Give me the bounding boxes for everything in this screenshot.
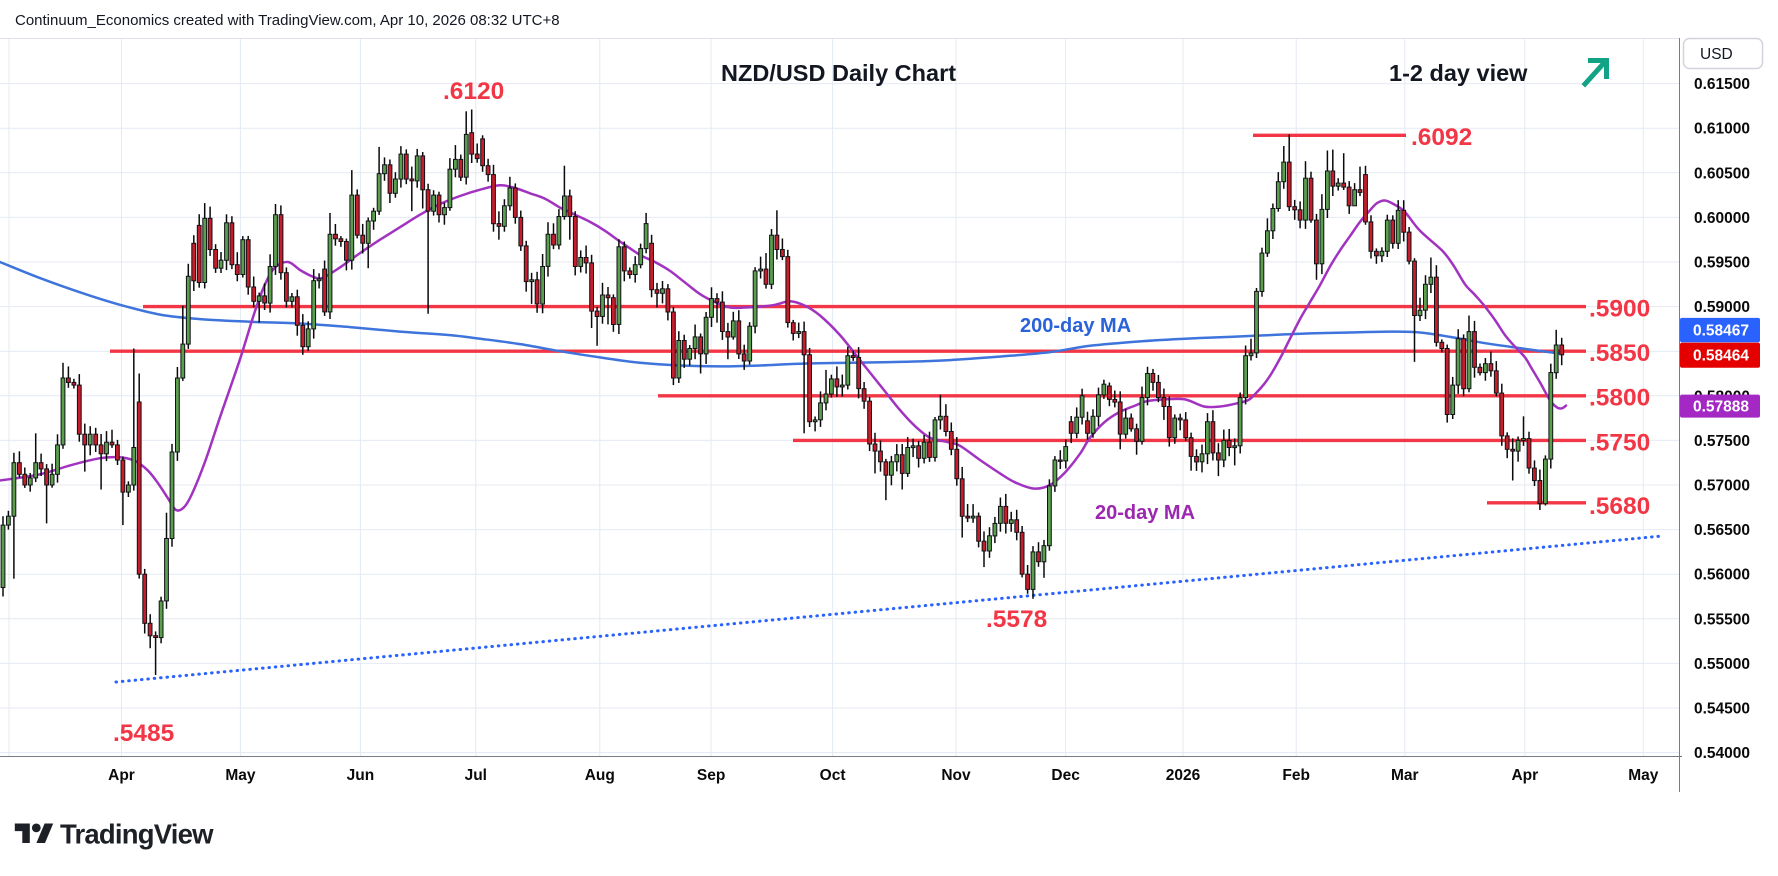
svg-text:0.61000: 0.61000 (1694, 121, 1750, 138)
svg-text:0.59000: 0.59000 (1694, 299, 1750, 316)
svg-text:May: May (225, 767, 256, 784)
svg-text:.5680: .5680 (1589, 493, 1650, 520)
svg-text:0.57000: 0.57000 (1694, 478, 1750, 495)
svg-text:Oct: Oct (820, 767, 846, 784)
svg-text:Nov: Nov (941, 767, 971, 784)
svg-text:Apr: Apr (1511, 767, 1538, 784)
svg-text:TradingView: TradingView (60, 819, 214, 850)
svg-text:2026: 2026 (1166, 767, 1201, 784)
svg-text:.5578: .5578 (986, 606, 1047, 633)
svg-text:.5850: .5850 (1589, 340, 1650, 367)
svg-text:USD: USD (1700, 46, 1733, 63)
svg-text:0.61500: 0.61500 (1694, 76, 1750, 93)
svg-text:May: May (1628, 767, 1659, 784)
svg-text:0.58464: 0.58464 (1693, 348, 1749, 365)
svg-text:.5900: .5900 (1589, 296, 1650, 323)
svg-text:0.56500: 0.56500 (1694, 522, 1750, 539)
svg-text:0.54500: 0.54500 (1694, 701, 1750, 718)
svg-text:0.60000: 0.60000 (1694, 210, 1750, 227)
svg-text:0.55500: 0.55500 (1694, 611, 1750, 628)
svg-text:0.54000: 0.54000 (1694, 745, 1750, 762)
svg-text:.5485: .5485 (113, 720, 174, 747)
svg-text:0.57500: 0.57500 (1694, 433, 1750, 450)
svg-text:Dec: Dec (1051, 767, 1080, 784)
svg-text:Continuum_Economics created wi: Continuum_Economics created with Trading… (15, 12, 560, 29)
svg-text:NZD/USD Daily Chart: NZD/USD Daily Chart (721, 60, 956, 86)
svg-text:0.60500: 0.60500 (1694, 165, 1750, 182)
svg-text:.5800: .5800 (1589, 385, 1650, 412)
svg-text:0.57888: 0.57888 (1693, 399, 1749, 416)
svg-text:20-day MA: 20-day MA (1095, 502, 1195, 524)
svg-text:Jun: Jun (347, 767, 375, 784)
svg-text:1-2 day view: 1-2 day view (1389, 60, 1528, 86)
svg-text:Aug: Aug (585, 767, 615, 784)
svg-text:200-day MA: 200-day MA (1020, 315, 1131, 337)
svg-text:.6120: .6120 (443, 78, 504, 105)
svg-text:Mar: Mar (1391, 767, 1419, 784)
svg-text:Jul: Jul (465, 767, 487, 784)
svg-text:.6092: .6092 (1411, 124, 1472, 151)
svg-text:0.56000: 0.56000 (1694, 567, 1750, 584)
svg-text:0.55000: 0.55000 (1694, 656, 1750, 673)
svg-text:Sep: Sep (697, 767, 725, 784)
svg-text:.5750: .5750 (1589, 429, 1650, 456)
svg-text:Feb: Feb (1282, 767, 1310, 784)
svg-text:Apr: Apr (108, 767, 135, 784)
svg-text:0.58467: 0.58467 (1693, 323, 1749, 340)
svg-text:0.59500: 0.59500 (1694, 255, 1750, 272)
